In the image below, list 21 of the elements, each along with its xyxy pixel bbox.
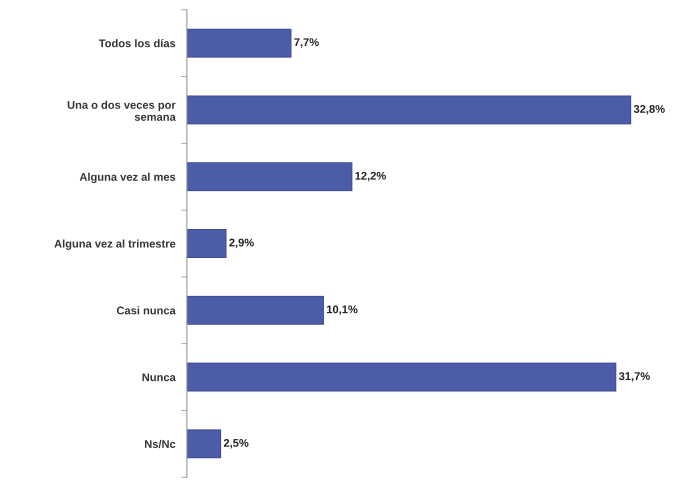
bar	[186, 28, 292, 58]
data-label: 7,7%	[294, 38, 319, 48]
y-tick-label: Casi nunca	[116, 306, 176, 314]
y-tick-label: Todos los días	[98, 39, 176, 48]
y-tick-label: Alguna vez al mes	[80, 172, 176, 184]
y-tick-label: Alguna vez al trimestre	[54, 239, 176, 250]
data-label: 31,7%	[618, 372, 650, 382]
data-label: 2,5%	[224, 438, 248, 448]
data-label: 2,9%	[229, 238, 254, 248]
data-label: 10,1%	[327, 305, 358, 315]
y-tick-label: Una o dos veces por semana	[68, 100, 176, 121]
data-label: 32,8%	[634, 105, 665, 115]
bar	[186, 362, 616, 392]
y-tick-label: Ns/Nc	[144, 440, 176, 448]
bar	[186, 296, 324, 325]
bar	[186, 429, 222, 458]
bar	[186, 95, 632, 124]
data-label: 12,2%	[355, 172, 386, 182]
y-tick-label: Nunca	[142, 373, 176, 382]
bar	[186, 162, 352, 192]
bar	[186, 229, 227, 258]
